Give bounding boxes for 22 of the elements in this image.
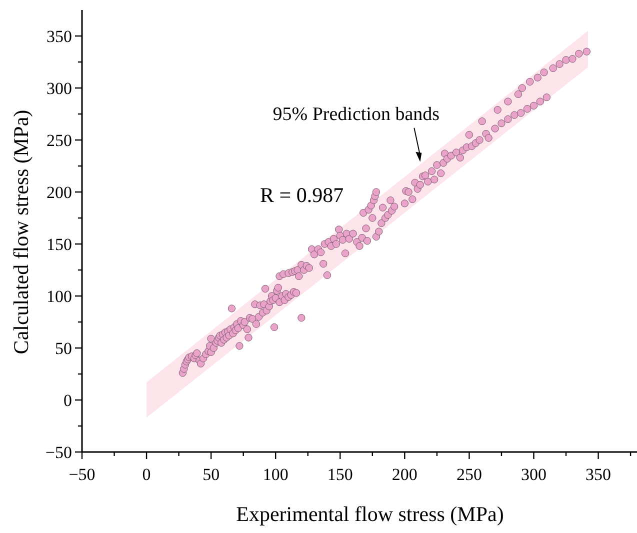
annotation: R = 0.987 <box>260 183 344 207</box>
y-tick-label: 150 <box>46 235 72 254</box>
y-tick-label: 50 <box>55 339 72 358</box>
x-tick-label: 150 <box>327 465 353 484</box>
x-tick-label: 50 <box>202 465 220 484</box>
x-tick-label: −50 <box>68 465 96 484</box>
y-tick-label: −50 <box>45 443 72 462</box>
x-axis-title: Experimental flow stress (MPa) <box>236 502 504 526</box>
y-tick-label: 100 <box>46 287 72 306</box>
x-tick-label: 250 <box>456 465 482 484</box>
x-tick-label: 100 <box>262 465 288 484</box>
y-tick-label: 300 <box>46 79 72 98</box>
y-axis-title: Calculated flow stress (MPa) <box>9 110 33 354</box>
annotation: 95% Prediction bands <box>272 104 440 125</box>
x-tick-label: 350 <box>586 465 612 484</box>
y-tick-label: 0 <box>64 391 72 410</box>
y-tick-label: 350 <box>46 27 72 46</box>
x-tick-label: 200 <box>392 465 418 484</box>
y-tick-label: 250 <box>46 131 72 150</box>
y-tick-label: 200 <box>46 183 72 202</box>
x-tick-label: 300 <box>520 465 546 484</box>
x-tick-label: 0 <box>142 465 151 484</box>
